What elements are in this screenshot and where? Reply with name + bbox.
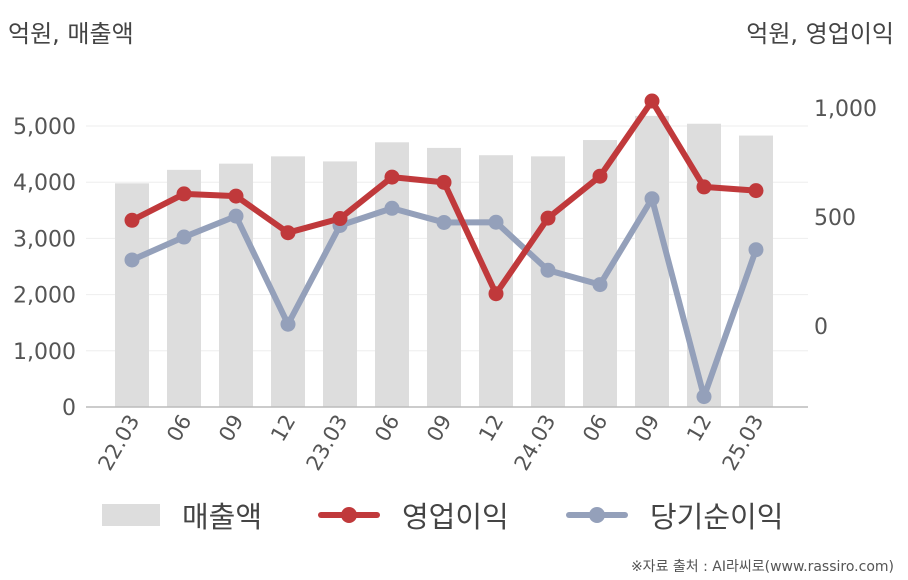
- operating-profit-point: [384, 169, 400, 185]
- net-income-point: [696, 389, 712, 405]
- left-axis-tick-label: 4,000: [13, 171, 76, 196]
- legend-swatch-net-income: [566, 504, 628, 526]
- operating-profit-point: [696, 179, 712, 195]
- legend-label-operating-profit: 영업이익: [402, 500, 509, 534]
- left-axis-unit: 억원, 매출액: [8, 20, 134, 48]
- revenue-bar: [271, 156, 305, 407]
- operating-profit-point: [228, 188, 244, 204]
- revenue-bars: [115, 115, 773, 408]
- operating-profit-point: [592, 168, 608, 184]
- net-income-point: [124, 252, 140, 268]
- right-axis-unit: 억원, 영업이익: [746, 20, 894, 48]
- legend-swatch-operating-profit: [318, 504, 380, 526]
- operating-profit-point: [436, 174, 452, 190]
- legend-item-operating-profit: 영업이익: [318, 490, 509, 540]
- net-income-point: [592, 277, 608, 293]
- left-axis-ticks: 0 1,000 2,000 3,000 4,000 5,000: [13, 115, 76, 421]
- net-income-point: [176, 229, 192, 245]
- revenue-bar: [739, 135, 773, 407]
- x-axis-tick-label: 24.03: [509, 411, 560, 475]
- x-axis-tick-label: 23.03: [301, 411, 352, 475]
- legend-swatch-revenue: [102, 504, 160, 526]
- right-axis-tick-label: 500: [814, 206, 856, 231]
- net-income-point: [384, 200, 400, 216]
- net-income-point: [748, 242, 764, 258]
- operating-profit-point: [280, 225, 296, 241]
- operating-profit-point: [124, 212, 140, 228]
- right-axis-tick-label: 1,000: [814, 97, 877, 122]
- left-axis-tick-label: 0: [62, 396, 76, 421]
- left-axis-tick-label: 2,000: [13, 284, 76, 309]
- net-income-point: [540, 262, 556, 278]
- x-axis-tick-label: 22.03: [93, 411, 144, 475]
- net-income-point: [280, 316, 296, 332]
- legend-label-net-income: 당기순이익: [650, 500, 784, 534]
- legend-item-revenue: 매출액: [102, 490, 262, 540]
- legend-label-revenue: 매출액: [182, 500, 263, 534]
- x-axis-tick-label: 09: [630, 411, 664, 446]
- left-axis-tick-label: 1,000: [13, 340, 76, 365]
- x-axis-tick-label: 12: [682, 411, 716, 446]
- net-income-point: [436, 214, 452, 230]
- combo-chart: 0 1,000 2,000 3,000 4,000 5,000 0 500 1,000 22.…: [13, 93, 877, 475]
- x-axis-tick-label: 12: [474, 411, 508, 446]
- operating-profit-point: [540, 210, 556, 226]
- left-axis-tick-label: 5,000: [13, 115, 76, 140]
- right-axis-tick-label: 0: [814, 315, 828, 340]
- operating-profit-point: [644, 93, 660, 109]
- revenue-bar: [635, 115, 669, 407]
- left-axis-tick-label: 3,000: [13, 227, 76, 252]
- x-axis-ticks: 22.03 06 09 12 23.03 06 09 12 24.03 06 09 12 25.03: [93, 411, 768, 475]
- operating-profit-point: [332, 211, 348, 227]
- profit-lines: [124, 93, 764, 405]
- net-income-point: [228, 208, 244, 224]
- x-axis-tick-label: 06: [578, 411, 612, 446]
- x-axis-tick-label: 12: [266, 411, 300, 446]
- operating-profit-point: [488, 286, 504, 302]
- net-income-point: [644, 191, 660, 207]
- x-axis-tick-label: 09: [214, 411, 248, 446]
- right-axis-ticks: 0 500 1,000: [814, 97, 877, 340]
- x-axis-tick-label: 25.03: [717, 411, 768, 475]
- x-axis-tick-label: 09: [422, 411, 456, 446]
- revenue-bar: [323, 161, 357, 407]
- revenue-bar: [427, 147, 461, 407]
- x-axis-tick-label: 06: [370, 411, 404, 446]
- x-axis-tick-label: 06: [162, 411, 196, 446]
- revenue-bar: [531, 156, 565, 407]
- operating-profit-point: [748, 183, 764, 199]
- legend: 매출액 영업이익 당기순이익: [0, 490, 908, 540]
- legend-item-net-income: 당기순이익: [566, 490, 783, 540]
- operating-profit-point: [176, 186, 192, 202]
- net-income-point: [488, 214, 504, 230]
- source-credit: ※자료 출처 : AI라씨로(www.rassiro.com): [630, 559, 894, 575]
- revenue-bar: [167, 169, 201, 407]
